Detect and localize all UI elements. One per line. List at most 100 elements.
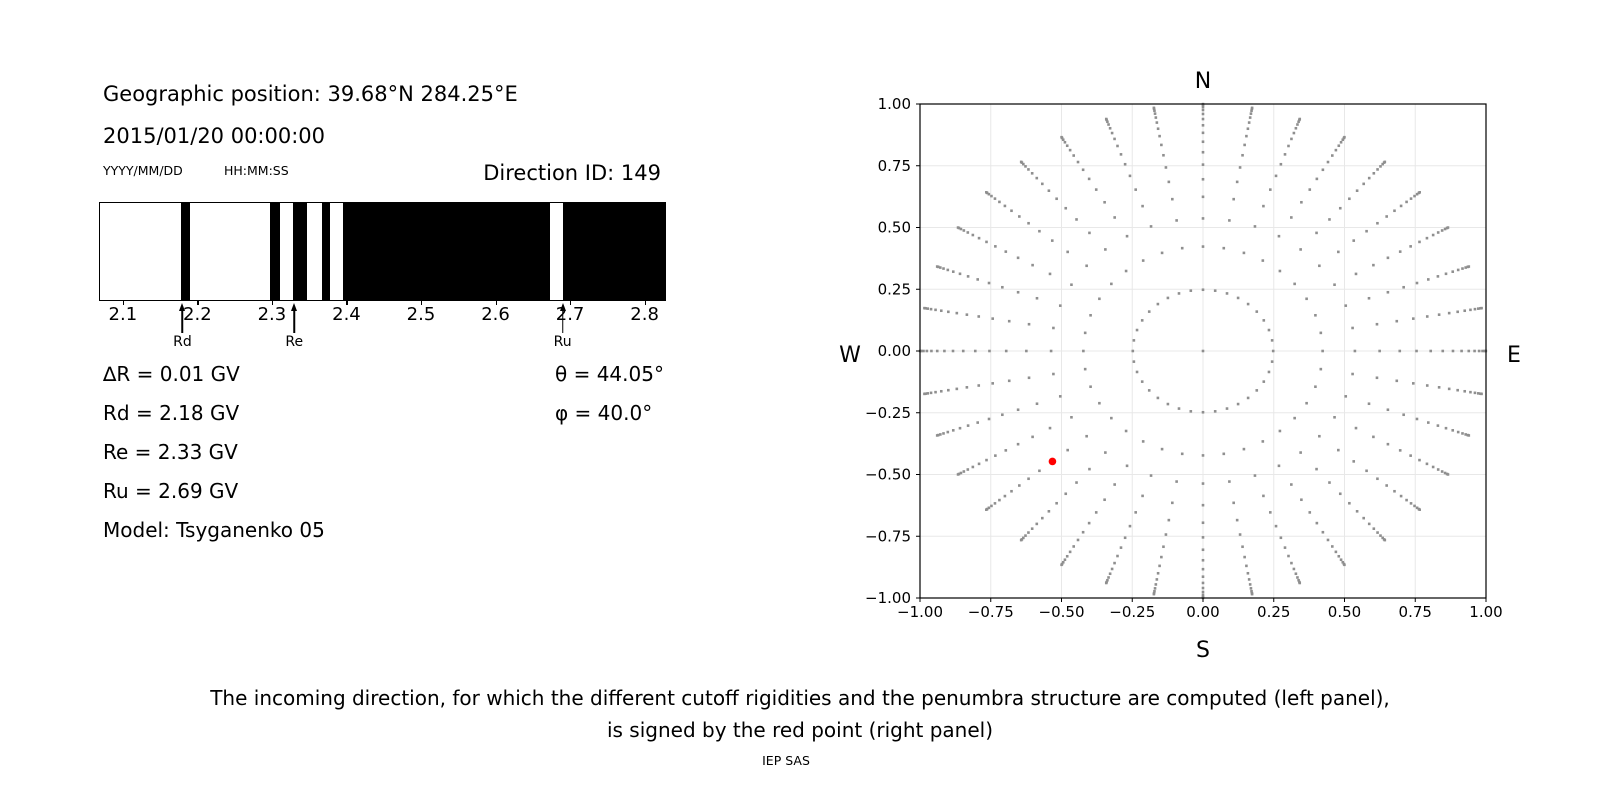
direction-dot xyxy=(1048,272,1052,276)
direction-dot xyxy=(1326,538,1330,542)
direction-dot xyxy=(1427,278,1430,281)
direction-dot xyxy=(1409,197,1413,200)
direction-dot xyxy=(1467,349,1471,353)
direction-dot xyxy=(1030,527,1034,530)
direction-dot xyxy=(1334,550,1338,554)
direction-dot xyxy=(1437,386,1441,389)
direction-dot xyxy=(1058,304,1062,307)
phi-value: φ = 40.0° xyxy=(555,401,653,425)
direction-dot xyxy=(1201,131,1205,135)
direction-dot xyxy=(1376,168,1379,171)
direction-dot xyxy=(1201,503,1205,507)
direction-dot xyxy=(1277,464,1281,468)
direction-dot xyxy=(1343,135,1346,139)
direction-dot xyxy=(1402,285,1405,289)
direction-dot xyxy=(1019,538,1023,542)
direction-id-text: Direction ID: 149 xyxy=(483,161,661,185)
direction-dot xyxy=(1047,510,1051,513)
direction-dot xyxy=(977,384,981,387)
direction-dot xyxy=(922,349,925,353)
direction-dot xyxy=(1019,160,1023,164)
direction-dot xyxy=(1003,204,1007,208)
direction-dot xyxy=(1287,554,1290,558)
direction-dot xyxy=(1201,163,1205,166)
direction-dot xyxy=(1135,370,1139,374)
direction-dot xyxy=(1352,239,1356,242)
direction-dot xyxy=(1140,380,1144,383)
direction-dot xyxy=(1262,380,1266,383)
direction-dot xyxy=(1418,458,1421,462)
direction-dot xyxy=(1082,349,1085,353)
direction-dot xyxy=(1049,349,1053,353)
rigidity-axis-tick xyxy=(421,301,423,305)
direction-dot xyxy=(1334,148,1338,152)
direction-dot xyxy=(1411,317,1415,320)
direction-dot xyxy=(1156,396,1160,400)
direction-dot xyxy=(1477,349,1481,353)
direction-scatter-plot: −1.00−1.00 −0.75 −0.75 −0.50 −0.50 −0.25 −0.25… xyxy=(839,69,1521,663)
y-axis-tick-label: 0.50 xyxy=(878,219,911,237)
direction-dot xyxy=(966,275,970,278)
direction-dot xyxy=(1299,451,1302,454)
direction-dot xyxy=(1225,292,1229,295)
direction-dot xyxy=(1355,510,1359,513)
direction-dot xyxy=(1270,339,1274,342)
direction-dot xyxy=(1386,408,1390,412)
direction-dot xyxy=(1156,571,1160,575)
direction-dot xyxy=(1344,304,1348,307)
direction-dot xyxy=(1055,501,1058,505)
direction-dot xyxy=(1247,121,1251,124)
direction-dot xyxy=(1326,160,1330,164)
direction-dot xyxy=(977,462,981,466)
direction-dot xyxy=(1201,567,1205,571)
direction-dot xyxy=(1444,272,1448,276)
direction-dot xyxy=(1333,283,1336,287)
direction-dot xyxy=(990,194,993,198)
direction-dot xyxy=(1308,188,1312,191)
direction-dot xyxy=(1418,240,1421,244)
direction-dot xyxy=(1162,545,1165,549)
direction-dot xyxy=(1201,548,1205,552)
direction-dot xyxy=(1451,429,1455,432)
direction-dot xyxy=(966,424,970,427)
direction-dot xyxy=(1293,282,1296,286)
direction-dot xyxy=(1201,140,1205,144)
direction-dot xyxy=(1250,106,1254,110)
direction-dot xyxy=(1222,452,1226,456)
caption-line-1: The incoming direction, for which the di… xyxy=(210,686,1390,710)
direction-dot xyxy=(1076,160,1080,164)
direction-dot xyxy=(1166,296,1170,300)
direction-dot xyxy=(1351,326,1354,330)
direction-dot xyxy=(1461,432,1464,435)
direction-dot xyxy=(1072,545,1076,548)
direction-dot xyxy=(1415,417,1419,421)
geographic-position-text: Geographic position: 39.68°N 284.25°E xyxy=(103,82,518,106)
y-axis-tick-label: −0.25 xyxy=(865,404,911,422)
direction-dot xyxy=(1031,263,1034,267)
direction-dot xyxy=(1016,442,1020,446)
direction-dot xyxy=(958,272,962,276)
direction-dot xyxy=(1243,555,1246,559)
direction-dot xyxy=(1279,536,1283,540)
direction-dot xyxy=(1463,309,1467,313)
direction-dot xyxy=(1343,563,1346,567)
direction-dot xyxy=(965,386,969,389)
direction-dot xyxy=(1425,315,1429,318)
rigidity-axis-tick xyxy=(495,301,497,305)
direction-dot xyxy=(1064,492,1068,496)
re-arrow-stem xyxy=(293,310,296,333)
direction-dot xyxy=(951,270,955,273)
direction-dot xyxy=(1305,401,1308,405)
direction-dot xyxy=(1278,429,1282,433)
direction-dot xyxy=(951,429,955,432)
direction-dot xyxy=(1027,531,1030,534)
direction-dot xyxy=(1160,447,1164,451)
direction-dot xyxy=(943,349,946,353)
direction-dot xyxy=(1385,484,1388,487)
direction-dot xyxy=(1480,392,1483,396)
direction-dot xyxy=(1267,328,1271,332)
direction-dot xyxy=(1089,385,1092,389)
direction-dot xyxy=(1201,454,1205,457)
direction-dot xyxy=(1027,322,1031,326)
rigidity-axis-tick-label: 2.4 xyxy=(332,304,361,325)
